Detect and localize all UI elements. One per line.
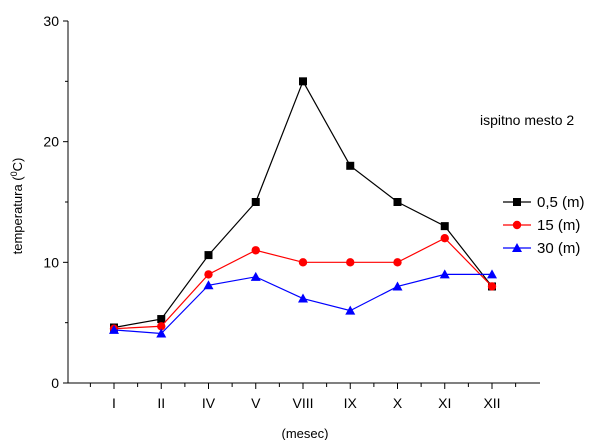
data-point: [346, 258, 355, 267]
x-tick-label: X: [393, 395, 403, 411]
data-point: [298, 293, 308, 303]
x-tick-label: XI: [438, 395, 451, 411]
x-tick-label: IX: [344, 395, 358, 411]
data-point: [393, 198, 402, 206]
y-axis-title-main: temperatura (: [10, 176, 25, 255]
data-point: [393, 258, 402, 267]
series-3: [109, 269, 497, 338]
series-line: [113, 273, 492, 335]
data-point: [109, 324, 119, 334]
x-tick-label: IV: [202, 395, 216, 411]
data-point: [157, 315, 166, 324]
y-tick-label: 10: [43, 254, 59, 270]
data-point: [299, 77, 307, 86]
data-point: [440, 234, 449, 243]
data-point: [439, 269, 450, 279]
series-1: [110, 77, 496, 332]
data-point: [250, 271, 261, 281]
data-point: [204, 270, 213, 279]
series-line: [113, 237, 493, 330]
data-point: [204, 251, 213, 260]
x-tick-label: I: [112, 395, 116, 411]
data-point: [298, 258, 308, 267]
data-point: [156, 328, 167, 338]
legend-label: 15 (m): [537, 217, 580, 234]
legend-label: 30 (m): [537, 240, 580, 257]
data-point: [346, 161, 355, 170]
legend-marker: [512, 220, 522, 230]
x-axis-title: (mesec): [282, 426, 329, 440]
x-tick-label: XII: [483, 395, 500, 411]
legend-marker: [513, 198, 521, 206]
legend-entry-3: 30 (m): [503, 240, 580, 257]
x-tick-label: V: [251, 395, 261, 411]
data-point: [440, 222, 449, 231]
legend-entry-2: 15 (m): [503, 217, 580, 234]
data-point: [251, 198, 260, 206]
data-point: [203, 280, 214, 290]
y-axis-title-superscript: 0: [9, 171, 19, 176]
y-tick-label: 30: [43, 13, 59, 29]
legend-marker: [512, 243, 522, 252]
data-point: [487, 282, 497, 291]
data-point: [392, 281, 403, 291]
series-layer: [109, 77, 497, 338]
series-line: [113, 79, 493, 329]
data-point: [345, 305, 356, 315]
x-tick-label: VIII: [292, 395, 313, 411]
y-tick-label: 0: [51, 375, 59, 391]
chart-annotation: ispitno mesto 2: [480, 112, 574, 128]
y-tick-label: 20: [43, 134, 59, 150]
y-axis-title-suffix: C): [10, 158, 25, 172]
y-axis-title: temperatura (0C): [9, 158, 25, 255]
series-2: [109, 234, 497, 333]
data-point: [487, 269, 497, 279]
x-tick-label: II: [157, 395, 165, 411]
legend-label: 0,5 (m): [537, 194, 585, 211]
data-point: [157, 322, 166, 331]
legend-entry-1: 0,5 (m): [503, 194, 585, 211]
legend: 0,5 (m) 15 (m) 30 (m): [503, 194, 585, 257]
data-point: [251, 246, 260, 255]
